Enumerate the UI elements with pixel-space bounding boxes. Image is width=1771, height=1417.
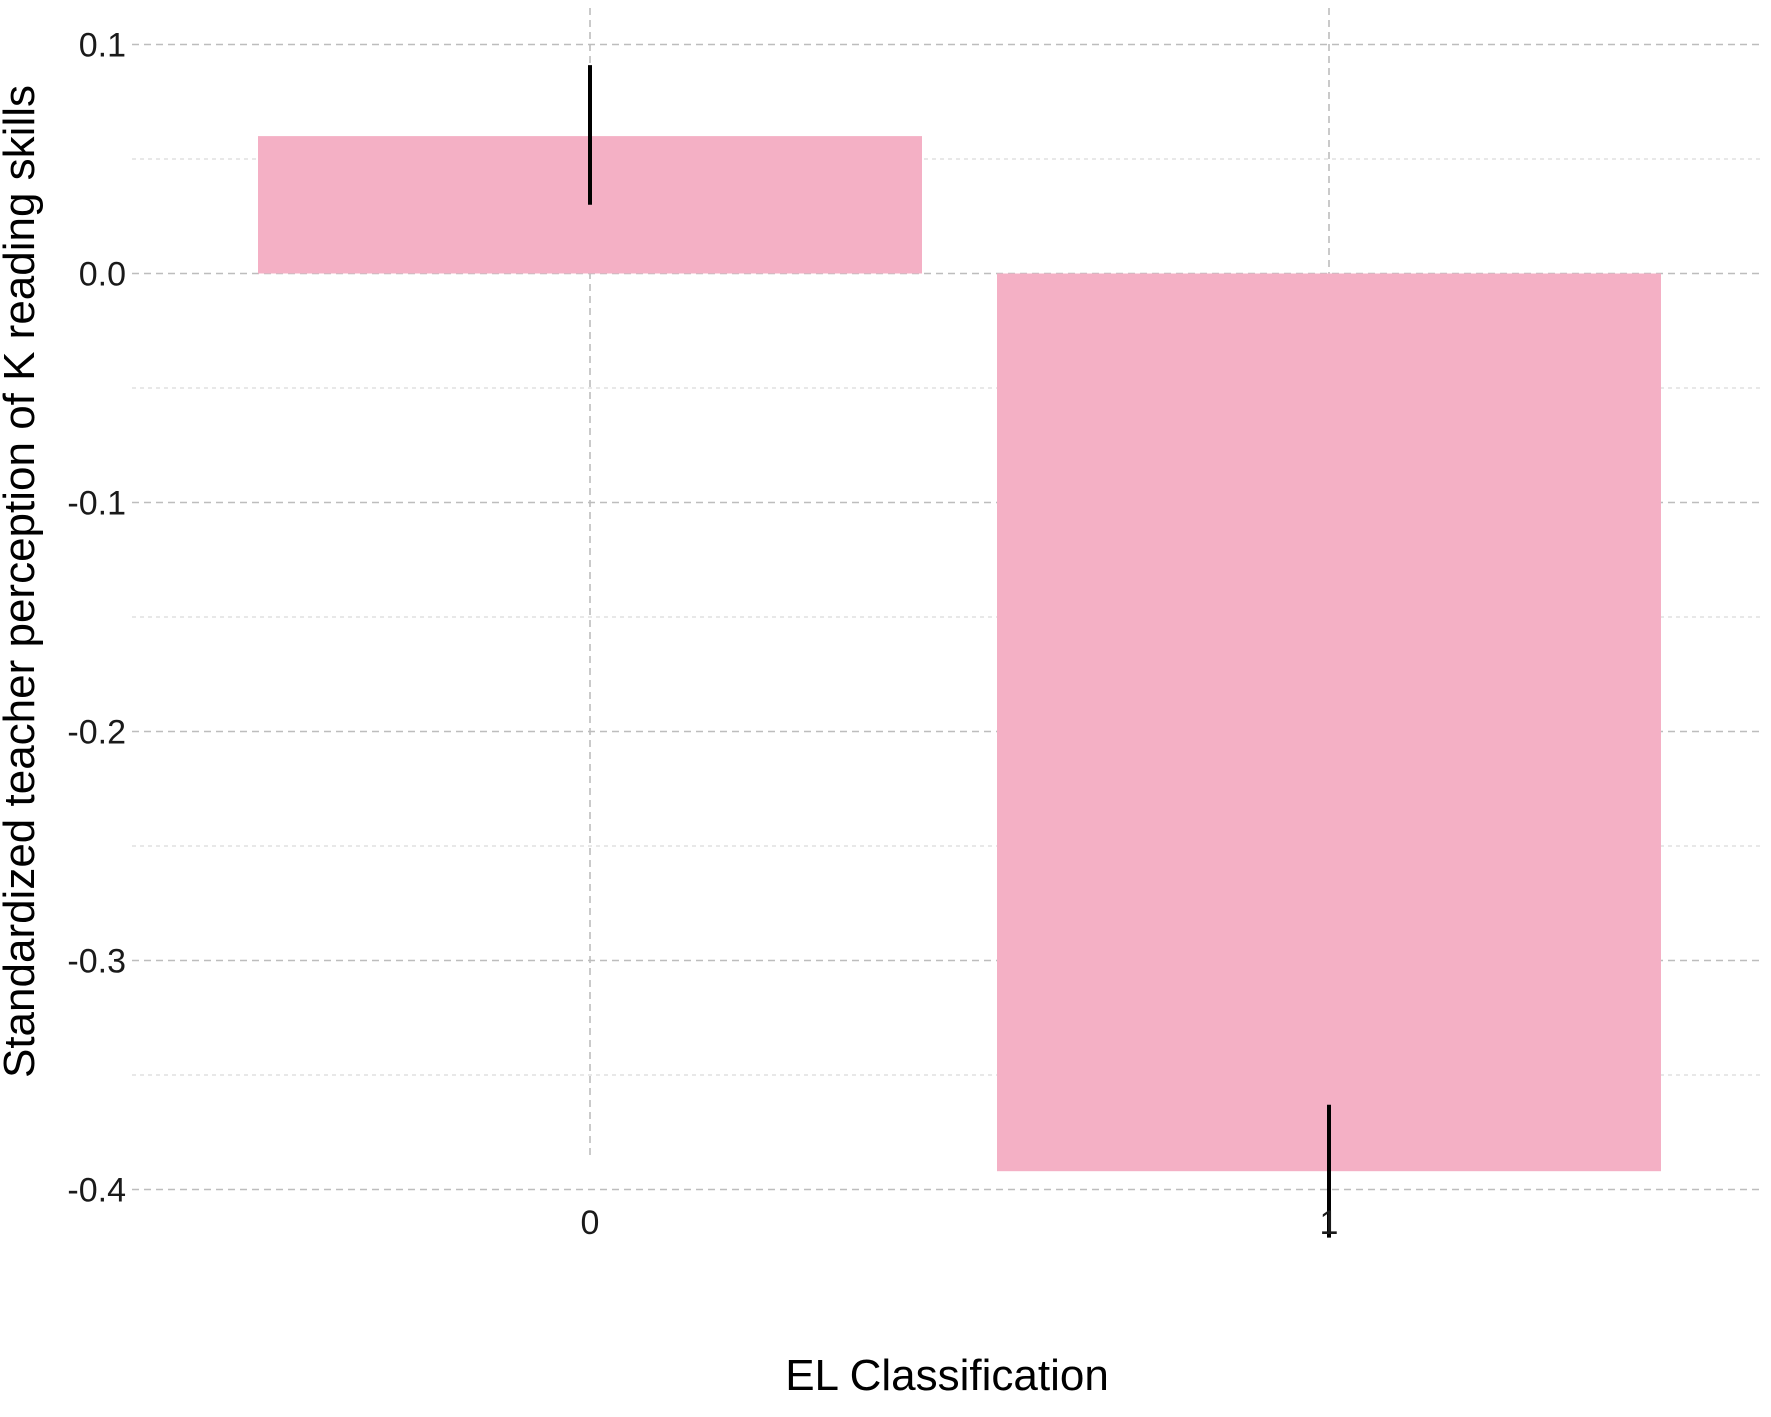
y-tick-label: -0.3 [67, 943, 126, 981]
y-tick-label: -0.2 [67, 714, 126, 752]
bar-1 [997, 273, 1661, 1172]
x-tick-label: 0 [581, 1204, 600, 1242]
y-tick-label: 0.1 [79, 27, 126, 65]
bars [258, 136, 1661, 1172]
error-bars [588, 65, 1331, 1238]
x-axis-title: EL Classification [785, 1351, 1109, 1400]
y-tick-label: -0.1 [67, 485, 126, 523]
x-tick-label: 1 [1320, 1204, 1339, 1242]
y-tick-label: 0.0 [79, 256, 126, 294]
y-tick-label: -0.4 [67, 1172, 126, 1210]
y-axis-title: Standardized teacher perception of K rea… [0, 85, 44, 1078]
y-tick-labels: 0.1 0.0 -0.1 -0.2 -0.3 -0.4 [67, 27, 126, 1210]
